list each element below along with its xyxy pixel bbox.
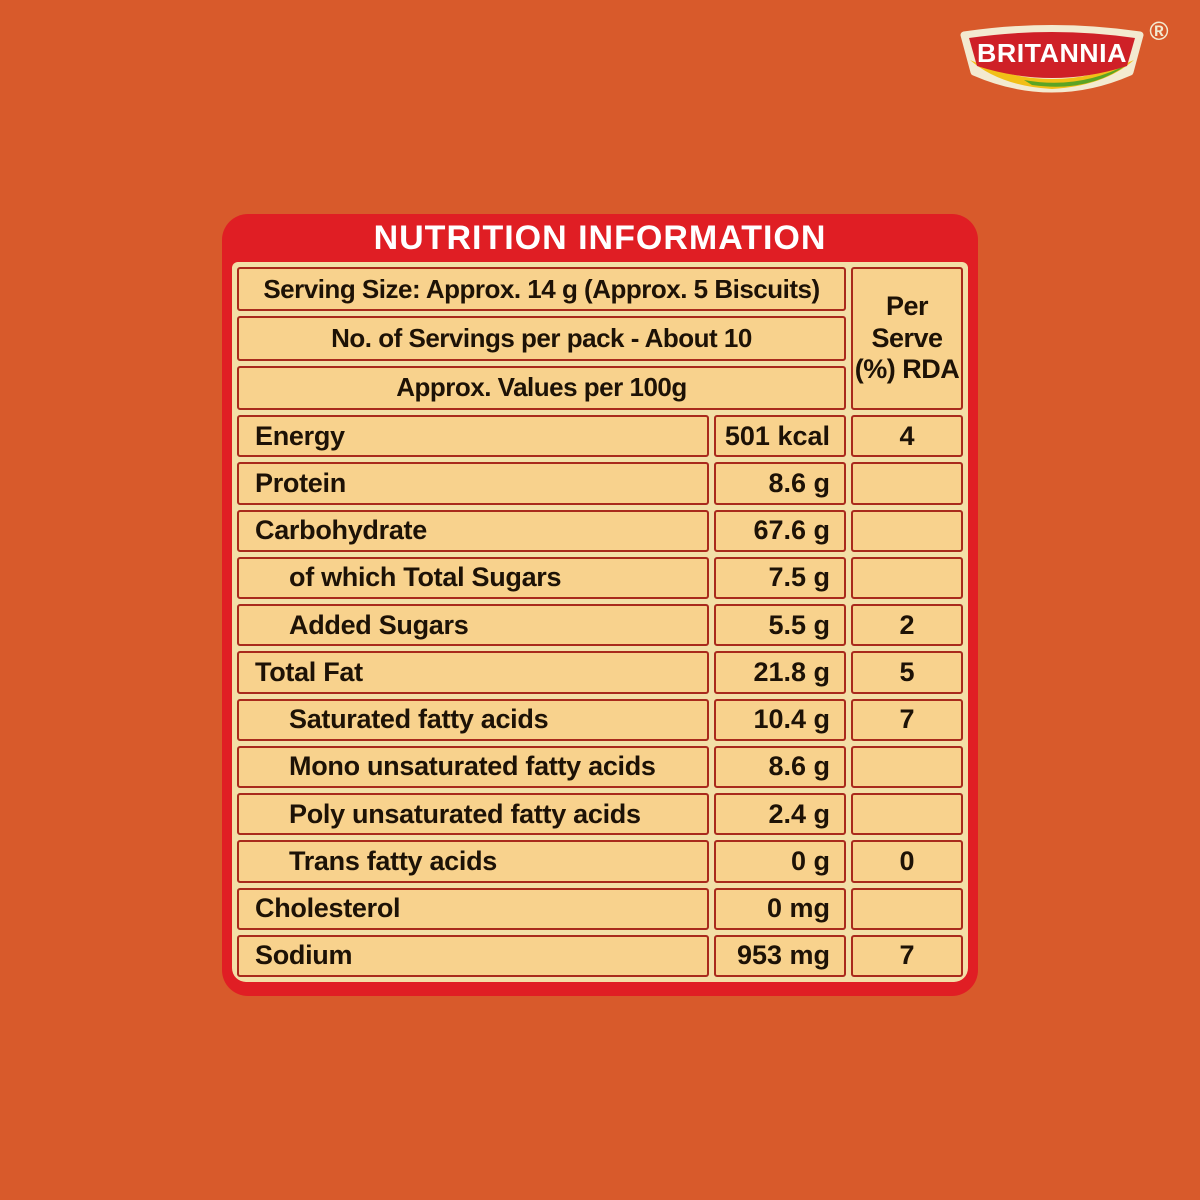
row-rda-saturated-fat: 7 xyxy=(851,698,963,741)
servings-per-pack-row: No. of Servings per pack - About 10 xyxy=(237,316,846,361)
row-label-sodium: Sodium xyxy=(237,934,709,977)
row-rda-energy: 4 xyxy=(851,415,963,458)
row-rda-poly-unsat-fat xyxy=(851,793,963,836)
row-value-trans-fat: 0 g xyxy=(714,840,846,883)
brand-wordmark: BRITANNIA xyxy=(977,38,1127,68)
serving-size-row: Serving Size: Approx. 14 g (Approx. 5 Bi… xyxy=(237,267,846,312)
row-value-sodium: 953 mg xyxy=(714,934,846,977)
values-per-100g-row: Approx. Values per 100g xyxy=(237,365,846,411)
row-label-energy: Energy xyxy=(237,415,709,458)
nutrition-panel: NUTRITION INFORMATION Serving Size: Appr… xyxy=(222,214,978,996)
row-rda-total-fat: 5 xyxy=(851,651,963,694)
banner-red-field xyxy=(969,32,1135,78)
panel-title: NUTRITION INFORMATION xyxy=(373,218,827,257)
row-label-total-sugars: of which Total Sugars xyxy=(237,556,709,600)
row-value-total-sugars: 7.5 g xyxy=(714,556,846,600)
row-value-protein: 8.6 g xyxy=(714,462,846,505)
nutrition-table: Serving Size: Approx. 14 g (Approx. 5 Bi… xyxy=(232,262,968,982)
britannia-logo: BRITANNIA ® xyxy=(954,18,1172,100)
row-label-protein: Protein xyxy=(237,462,709,505)
banner-green-swoosh xyxy=(1024,64,1128,87)
row-rda-added-sugars: 2 xyxy=(851,604,963,647)
rda-header-line2: Serve xyxy=(871,322,943,353)
row-value-added-sugars: 5.5 g xyxy=(714,604,846,647)
row-rda-carbohydrate xyxy=(851,509,963,552)
row-value-poly-unsat-fat: 2.4 g xyxy=(714,793,846,836)
row-label-saturated-fat: Saturated fatty acids xyxy=(237,698,709,741)
row-rda-mono-unsat-fat xyxy=(851,745,963,789)
row-rda-trans-fat: 0 xyxy=(851,840,963,883)
row-rda-sodium: 7 xyxy=(851,934,963,977)
row-value-mono-unsat-fat: 8.6 g xyxy=(714,745,846,789)
row-label-poly-unsat-fat: Poly unsaturated fatty acids xyxy=(237,793,709,836)
registered-trademark-symbol: ® xyxy=(1149,18,1168,46)
row-label-mono-unsat-fat: Mono unsaturated fatty acids xyxy=(237,745,709,789)
row-value-cholesterol: 0 mg xyxy=(714,887,846,930)
row-value-total-fat: 21.8 g xyxy=(714,651,846,694)
row-value-saturated-fat: 10.4 g xyxy=(714,698,846,741)
row-rda-cholesterol xyxy=(851,887,963,930)
row-label-added-sugars: Added Sugars xyxy=(237,604,709,647)
row-label-trans-fat: Trans fatty acids xyxy=(237,840,709,883)
banner-yellow-swoosh xyxy=(970,60,1134,89)
row-label-carbohydrate: Carbohydrate xyxy=(237,509,709,552)
row-value-carbohydrate: 67.6 g xyxy=(714,509,846,552)
row-value-energy: 501 kcal xyxy=(714,415,846,458)
rda-header-line3: (%) RDA xyxy=(854,354,960,385)
rda-header-line1: Per xyxy=(885,290,929,321)
britannia-banner-icon: BRITANNIA ® xyxy=(960,18,1169,93)
row-label-cholesterol: Cholesterol xyxy=(237,887,709,930)
row-rda-total-sugars xyxy=(851,556,963,600)
rda-header-cell: Per Serve (%) RDA xyxy=(851,267,963,411)
row-label-total-fat: Total Fat xyxy=(237,651,709,694)
row-rda-protein xyxy=(851,462,963,505)
